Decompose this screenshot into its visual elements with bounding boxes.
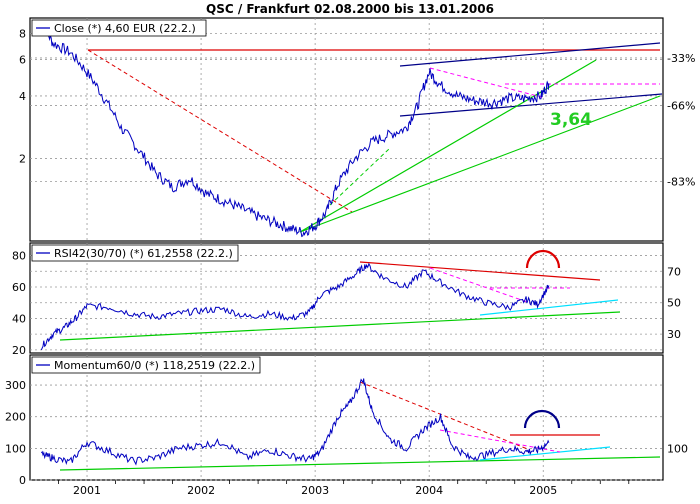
y-tick-label-left: 0 <box>19 474 26 487</box>
y-tick-label-right: 100 <box>667 442 688 455</box>
legend-box-1 <box>31 19 207 37</box>
legend-text-3: Momentum60/0 (*) 118,2519 (22.2.) <box>54 359 255 372</box>
y-tick-label-left: 20 <box>12 344 26 357</box>
y-tick-label-right: 70 <box>667 265 681 278</box>
x-tick-label: 2004 <box>415 484 443 497</box>
rsi-cyan-line <box>479 299 619 316</box>
price-annotation: 3,64 <box>550 110 592 130</box>
legend-text-1: Close (*) 4,60 EUR (22.2.) <box>54 22 196 35</box>
chart-title: QSC / Frankfurt 02.08.2000 bis 13.01.200… <box>206 2 494 16</box>
x-tick-label: 2002 <box>187 484 215 497</box>
series-line-1 <box>41 22 550 238</box>
y-tick-label-left: 200 <box>5 411 26 424</box>
x-tick-label: 2001 <box>73 484 101 497</box>
mom-red-dashed <box>359 381 531 451</box>
y-tick-label-left: 8 <box>19 27 26 40</box>
y-tick-label-left: 60 <box>12 281 26 294</box>
long-support-line <box>299 95 661 233</box>
y-tick-label-left: 100 <box>5 442 26 455</box>
mom-pink-dashed <box>439 429 561 453</box>
series-line-2 <box>40 262 550 351</box>
rsi-resistance <box>359 261 601 281</box>
y-tick-label-left: 40 <box>12 312 26 325</box>
rsi-pink-dashed <box>429 267 531 304</box>
downtrend-dashed <box>87 49 353 213</box>
legend-text-2: RSI42(30/70) (*) 61,2558 (22.2.) <box>54 247 233 260</box>
x-tick-label: 2003 <box>301 484 329 497</box>
mom-arc <box>523 409 561 429</box>
pink-dashed-1 <box>429 67 546 99</box>
x-tick-label: 2005 <box>529 484 557 497</box>
mom-support <box>59 456 661 471</box>
y-tick-label-left: 300 <box>5 379 26 392</box>
y-tick-label-left: 6 <box>19 53 26 66</box>
rsi-arc <box>525 249 561 269</box>
upper-channel-line <box>399 42 661 67</box>
rsi-support <box>59 311 621 341</box>
y-tick-label-right: -83% <box>667 175 695 188</box>
series-line-3 <box>40 378 550 466</box>
y-tick-label-left: 80 <box>12 250 26 263</box>
y-tick-label-right: 50 <box>667 297 681 310</box>
panel-frame-1 <box>29 17 664 242</box>
legend-box-3 <box>31 356 261 374</box>
panel-frame-3 <box>29 354 664 481</box>
y-tick-label-right: -33% <box>667 52 695 65</box>
legend-box-2 <box>31 244 239 262</box>
y-tick-label-right: 30 <box>667 328 681 341</box>
y-tick-label-left: 4 <box>19 90 26 103</box>
lower-channel-line <box>399 93 663 117</box>
mom-cyan-line <box>479 446 611 461</box>
y-tick-label-left: 2 <box>19 152 26 165</box>
y-tick-label-right: -66% <box>667 99 695 112</box>
